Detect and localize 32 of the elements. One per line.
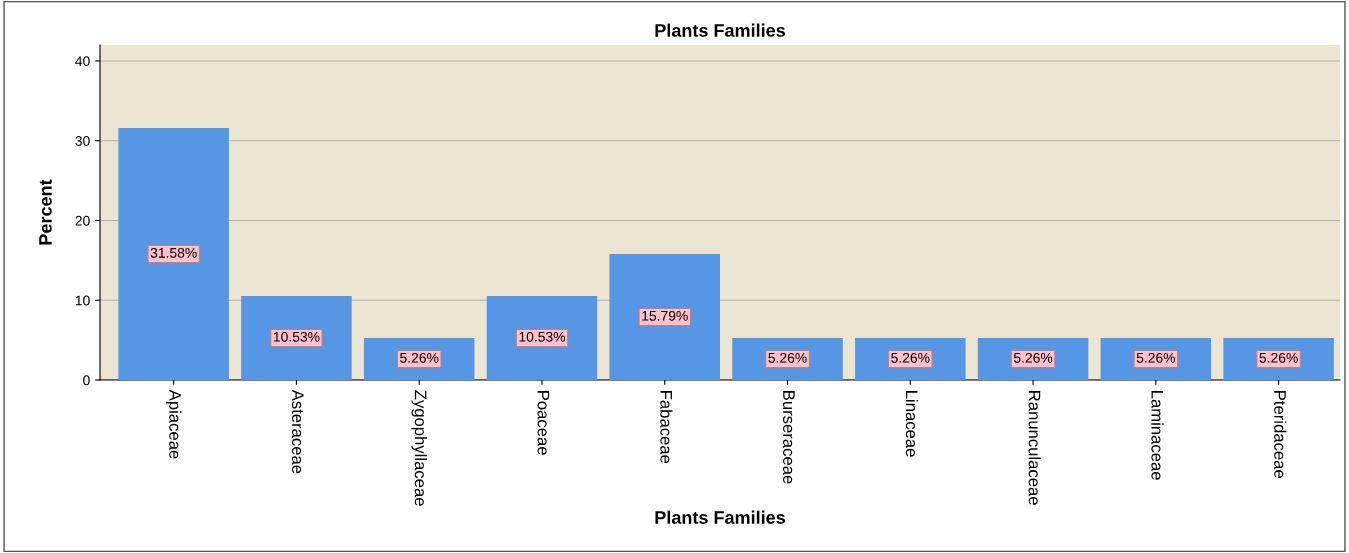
y-tick-label: 40 (75, 56, 90, 67)
chart-title: Plants Families (655, 23, 785, 37)
y-tick-label: 10 (75, 295, 90, 306)
x-axis-title: Plants Families (655, 510, 785, 524)
y-axis-title: Percent (39, 179, 52, 245)
x-tick-label: Poaceae (537, 391, 550, 455)
bar (609, 254, 720, 380)
x-tick-label: Ranunculaceae (1028, 391, 1041, 505)
x-tick-label: Burseraceae (783, 391, 795, 484)
data-label: 5.26% (400, 352, 439, 363)
bar (486, 296, 598, 380)
x-tick-label: Linaceae (905, 391, 919, 457)
data-label: 10.53% (519, 331, 566, 342)
x-tick-label: Apiaceae (165, 389, 182, 459)
y-tick-label: 20 (75, 215, 90, 226)
x-tick-label: Asteraceae (291, 389, 304, 474)
data-label: 5.26% (1259, 352, 1298, 363)
data-label: 15.79% (642, 310, 688, 321)
data-label: 5.26% (1013, 352, 1053, 363)
data-label: 31.58% (150, 247, 197, 258)
y-tick-label: 30 (75, 136, 90, 146)
x-tick-label: Laminaceae (1151, 391, 1164, 480)
data-label: 5.26% (1136, 352, 1176, 363)
bar (118, 128, 229, 380)
y-tick-label: 0 (83, 375, 90, 386)
x-tick-label: Pteridaceae (1274, 391, 1287, 478)
bar (241, 296, 352, 380)
x-tick-label: Fabaceae (660, 391, 673, 464)
data-label: 5.26% (768, 352, 807, 363)
x-tick-label: Zygophyllaceae (411, 390, 427, 506)
data-label: 5.26% (891, 352, 930, 363)
data-label: 10.53% (273, 331, 320, 342)
